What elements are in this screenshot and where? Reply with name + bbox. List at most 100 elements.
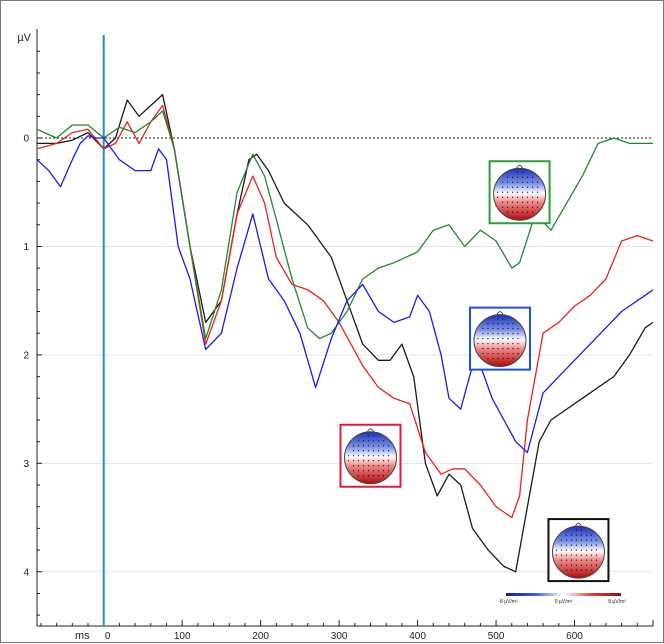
electrode-dot [501,181,504,183]
electrode-dot [570,539,573,541]
electrode-dot [516,171,519,173]
electrode-dot [590,554,593,556]
electrode-dot [497,328,499,330]
electrode-dot [387,455,390,457]
electrode-dot [536,206,539,208]
electrode-dot [487,333,489,335]
electrode-dot [352,450,355,452]
electrode-dot [517,348,519,350]
series-line [36,135,654,454]
electrode-dot [382,450,385,452]
electrode-dot [531,176,534,178]
electrode-dot [580,544,583,546]
electrode-dot [502,333,504,335]
electrode-dot [362,465,365,467]
electrode-dot [506,206,509,208]
electrode-dot [367,455,370,457]
topomap-nose [516,164,524,169]
electrode-dot [367,470,370,472]
electrode-dot [565,549,568,551]
electrode-dot [492,338,494,340]
electrode-dot [347,455,350,457]
electrode-dot [362,445,365,447]
electrode-dot [575,569,578,571]
electrode-dot [511,176,514,178]
y-tick-label: 1 [23,242,29,253]
electrode-dot [570,534,573,536]
electrode-dot [502,328,504,330]
electrode-dot [507,328,509,330]
electrode-dot [501,196,504,198]
electrode-dot [595,549,598,551]
electrode-dot [357,445,360,447]
electrode-dot [492,353,494,355]
electrode-dot [382,475,385,477]
electrode-dot [492,333,494,335]
electrode-dot [595,559,598,561]
electrode-dot [367,475,370,477]
electrode-dot [487,328,489,330]
electrode-dot [347,460,350,462]
electrode-dot [367,450,370,452]
electrode-dot [387,465,390,467]
electrode-dot [482,328,484,330]
electrode-dot [531,206,534,208]
electrode-dot [502,358,504,360]
electrode-dot [492,323,494,325]
electrode-dot [595,564,598,566]
electrode-dot [590,559,593,561]
electrode-dot [516,196,519,198]
electrode-dot [382,460,385,462]
electrode-dot [526,181,529,183]
y-tick-label: 3 [23,459,29,470]
electrode-dot [517,338,519,340]
electrode-dot [502,338,504,340]
colorbar-label: 0 µV/m² [555,599,573,605]
electrode-dot [372,445,375,447]
electrode-dot [565,539,568,541]
topomap [488,160,551,225]
electrode-dot [387,460,390,462]
electrode-dot [502,318,504,320]
electrode-dot [511,201,514,203]
electrode-dot [521,171,524,173]
electrode-dot [560,539,563,541]
electrode-dot [357,465,360,467]
electrode-dot [506,196,509,198]
electrode-dot [590,544,593,546]
x-tick-label: 100 [174,631,191,642]
electrode-dot [357,440,360,442]
electrode-dot [372,435,375,437]
electrode-dot [487,348,489,350]
electrode-dot [387,450,390,452]
electrode-dot [585,554,588,556]
electrode-dot [502,353,504,355]
electrode-dot [502,348,504,350]
electrode-dot [352,460,355,462]
electrode-dot [487,343,489,345]
electrode-dot [565,544,568,546]
electrode-dot [507,353,509,355]
electrode-dot [506,176,509,178]
topomap-nose [367,428,374,432]
x-tick-label: 0 [105,631,111,642]
electrode-dot [595,544,598,546]
electrode-dot [590,569,593,571]
electrode-dot [511,196,514,198]
colorbar-label: 8 µV/m² [608,599,626,605]
x-unit-label: ms [75,630,90,642]
electrode-dot [575,549,578,551]
electrode-dot [502,323,504,325]
electrode-dot [526,186,529,188]
electrode-dot [377,475,380,477]
electrode-dot [585,549,588,551]
electrode-dot [575,534,578,536]
electrode-dot [492,358,494,360]
topomap [468,306,531,371]
electrode-dot [575,544,578,546]
electrode-dot [536,191,539,193]
electrode-dot [352,470,355,472]
electrode-dot [357,460,360,462]
electrode-dot [496,191,499,193]
